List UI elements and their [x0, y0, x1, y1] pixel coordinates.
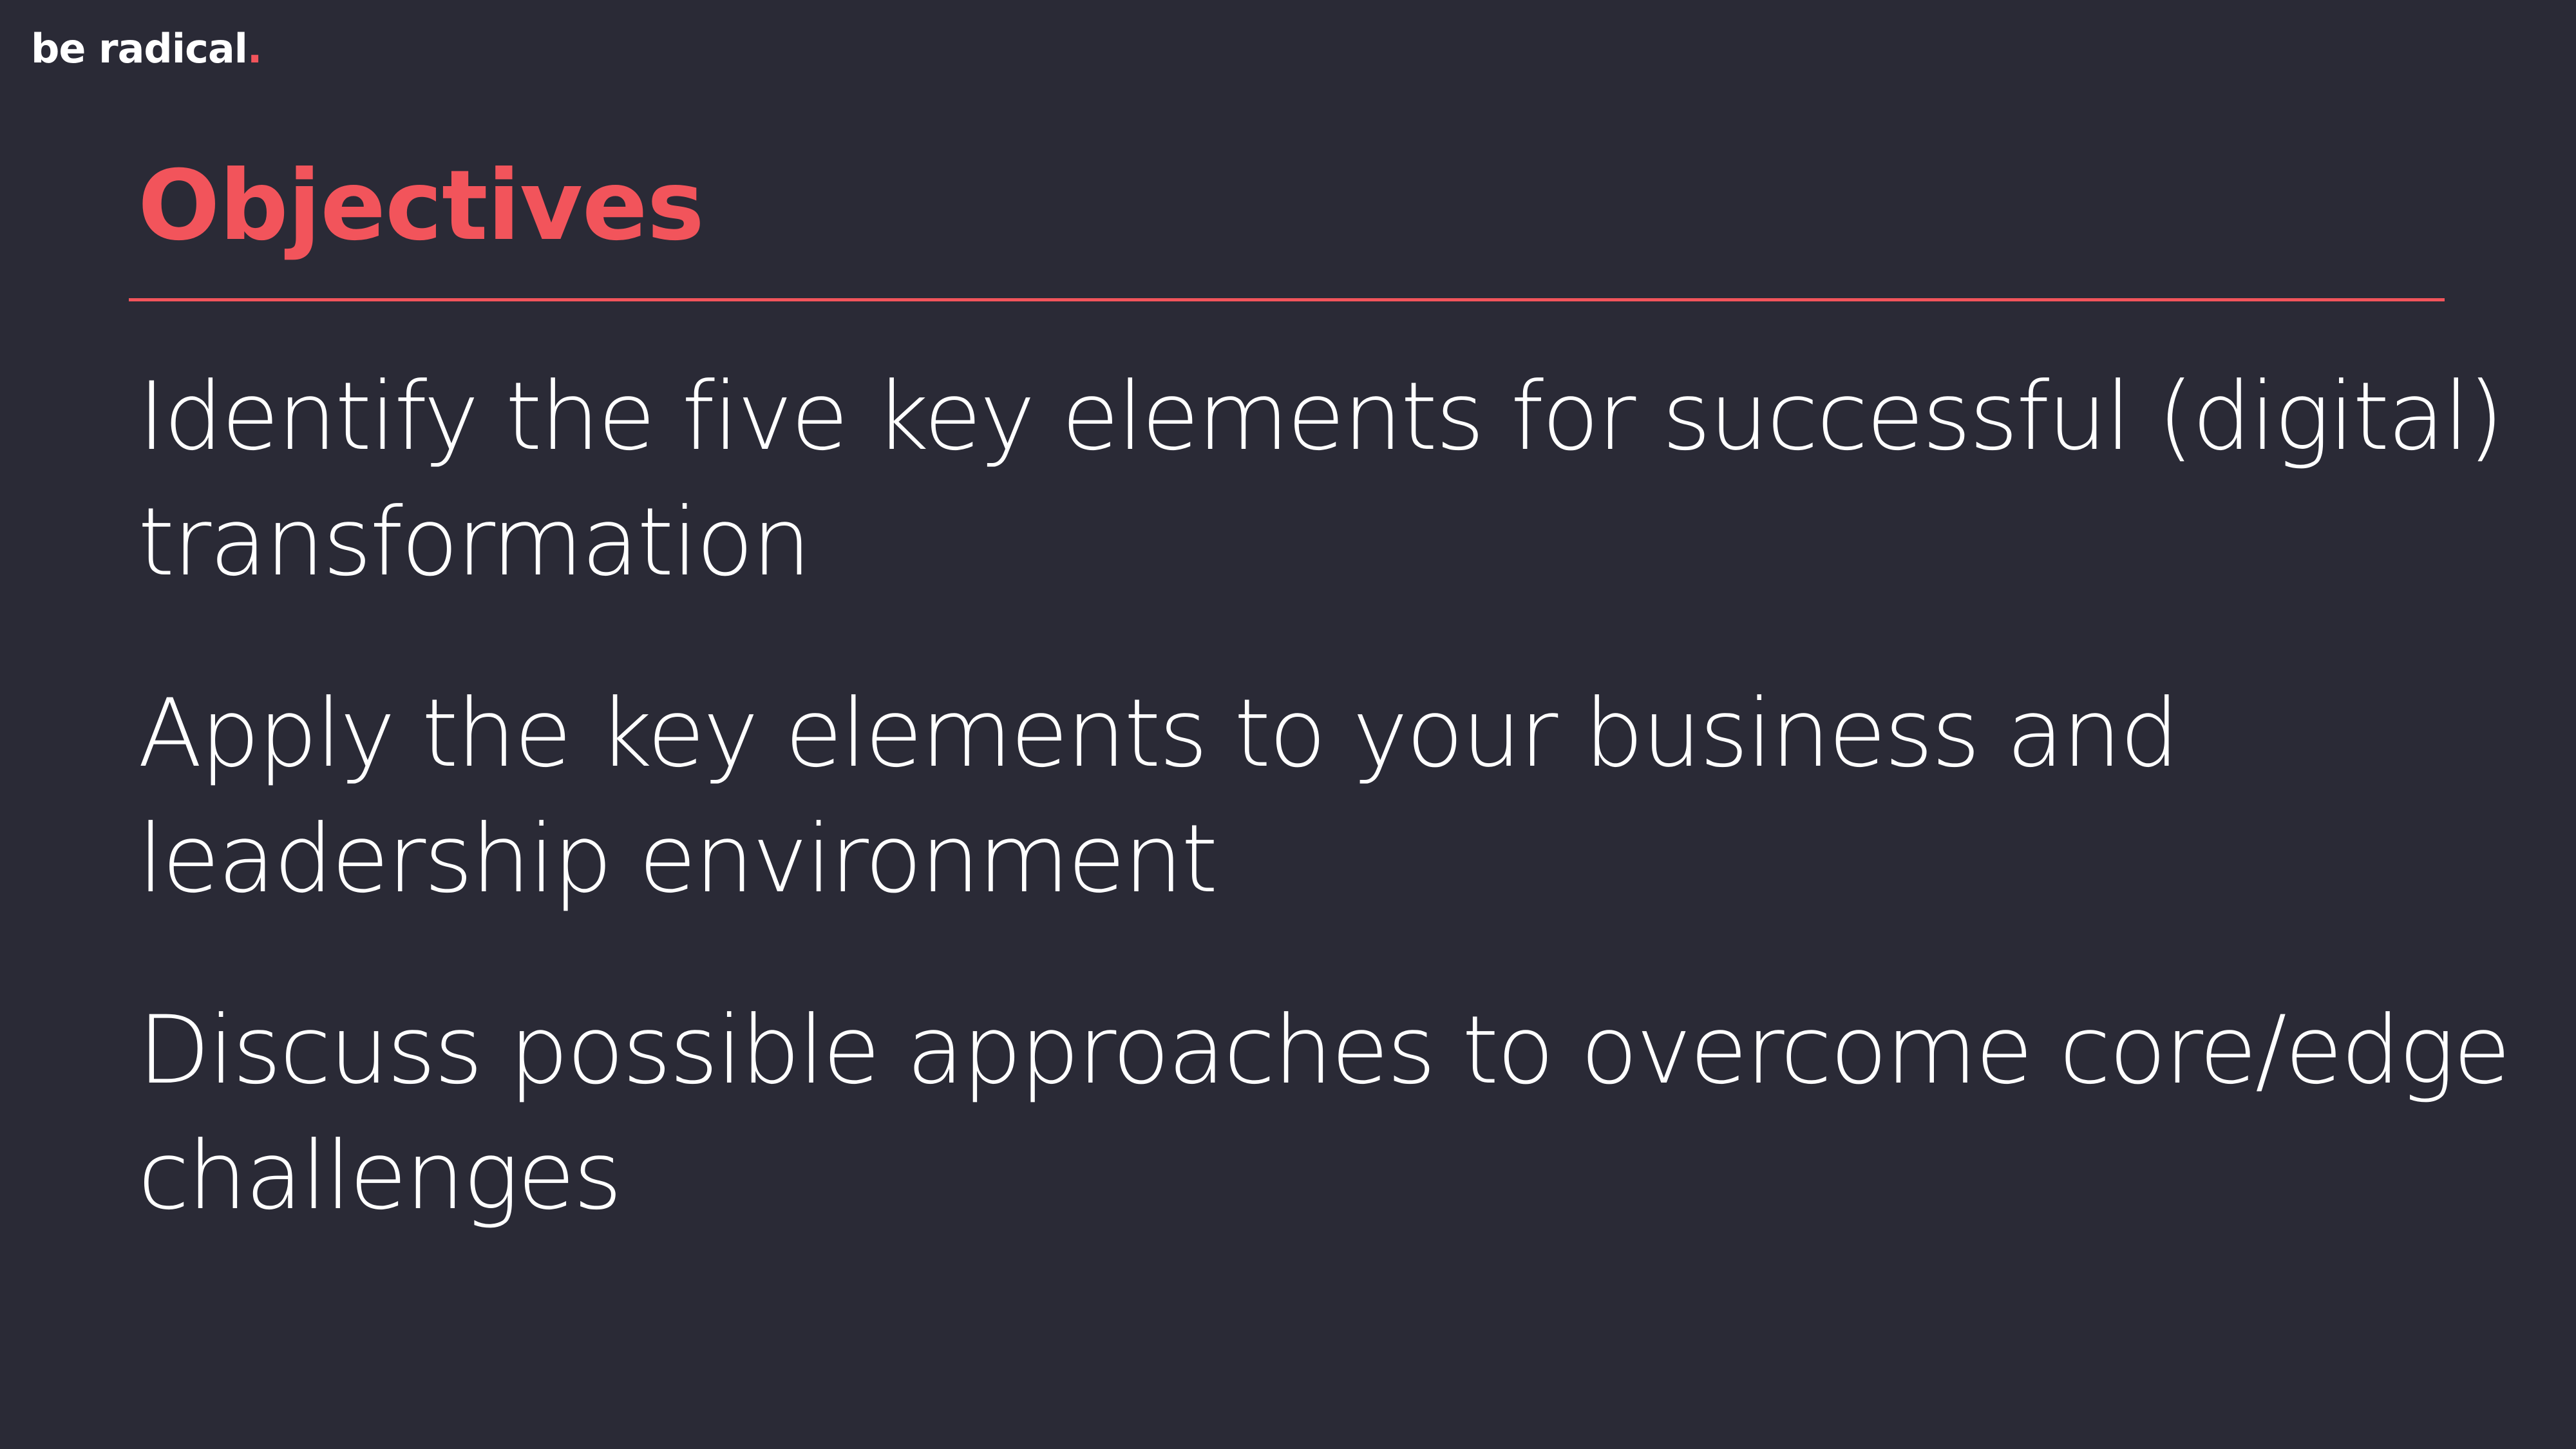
- brand-logo: be radical.: [31, 23, 263, 75]
- objective-item: Identify the five key elements for succe…: [138, 362, 2504, 597]
- brand-logo-dot: .: [247, 25, 263, 72]
- objective-item: Discuss possible approaches to overcome …: [138, 996, 2511, 1231]
- title-divider: [129, 298, 2445, 301]
- objective-item: Apply the key elements to your business …: [138, 679, 2179, 914]
- slide-title: Objectives: [138, 150, 705, 262]
- objectives-list: Identify the five key elements for succe…: [138, 354, 2559, 1305]
- brand-logo-text: be radical: [31, 25, 248, 72]
